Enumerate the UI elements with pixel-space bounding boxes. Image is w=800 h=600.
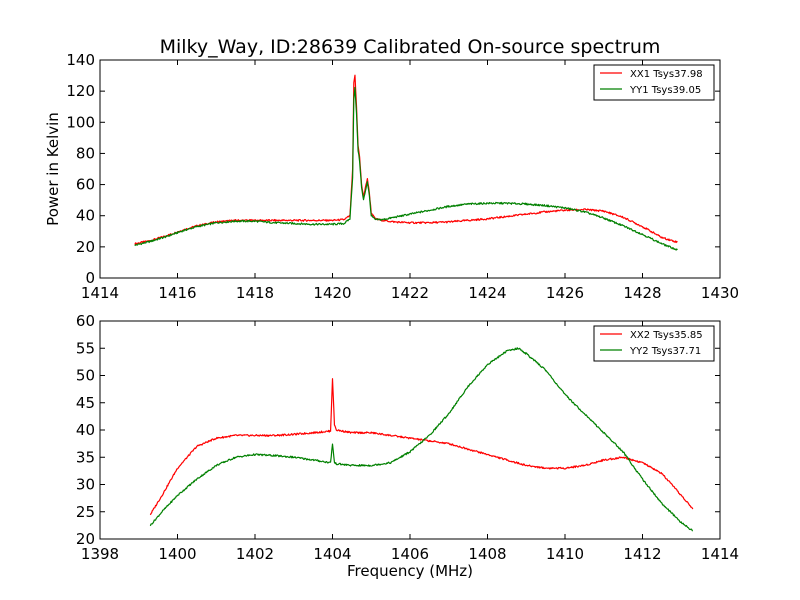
top-y-tick-label: 60 [76, 176, 95, 194]
top-y-axis-label: Power in Kelvin [44, 112, 62, 226]
top-axis-ticks: 1414 1416 1418 1420 1422 1424 1426 1428 1430 0 20 4… [66, 51, 739, 302]
bottom-y-tick-label: 50 [76, 367, 95, 385]
top-legend-label-xx1: XX1 Tsys37.98 [630, 69, 703, 80]
top-legend-box [593, 64, 715, 101]
top-y-tick-label: 140 [66, 51, 95, 69]
bottom-y-tick-label: 55 [76, 339, 95, 357]
top-x-tick-label: 1424 [468, 284, 506, 302]
bottom-series-line-1 [149, 378, 694, 516]
bottom-x-tick-label: 1412 [623, 545, 661, 563]
bottom-legend: XX2 Tsys35.85 YY2 Tsys37.71 [593, 325, 715, 362]
bottom-x-tick-label: 1408 [468, 545, 506, 563]
bottom-y-tick-label: 25 [76, 503, 95, 521]
top-y-tick-label: 120 [66, 82, 95, 100]
bottom-panel: 1398 1400 1402 1404 1406 1408 1410 1412 1414 20 25… [76, 312, 739, 580]
bottom-x-tick-label: 1402 [236, 545, 274, 563]
top-x-tick-label: 1422 [391, 284, 429, 302]
top-x-tick-label: 1416 [158, 284, 196, 302]
bottom-y-tick-label: 35 [76, 448, 95, 466]
bottom-y-tick-label: 40 [76, 421, 95, 439]
top-series-line-2 [134, 86, 678, 251]
top-y-tick-label: 80 [76, 144, 95, 162]
bottom-y-tick-label: 20 [76, 530, 95, 548]
top-y-tick-label: 40 [76, 207, 95, 225]
top-y-tick-label: 0 [85, 269, 95, 287]
top-x-tick-label: 1418 [236, 284, 274, 302]
bottom-axes-frame [99, 320, 721, 540]
top-x-tick-label: 1428 [623, 284, 661, 302]
top-series-line-1 [134, 74, 678, 245]
top-x-tick-label: 1426 [546, 284, 584, 302]
top-panel: 1414 1416 1418 1420 1422 1424 1426 1428 1430 0 20 4… [44, 51, 739, 302]
bottom-y-tick-label: 30 [76, 476, 95, 494]
bottom-x-tick-label: 1398 [81, 545, 119, 563]
top-legend-label-yy1: YY1 Tsys39.05 [629, 85, 701, 96]
top-y-tick-label: 100 [66, 113, 95, 131]
top-series-lines [134, 74, 678, 251]
bottom-x-tick-label: 1404 [313, 545, 351, 563]
chart-title: Milky_Way, ID:28639 Calibrated On-source… [160, 36, 661, 58]
top-legend: XX1 Tsys37.98 YY1 Tsys39.05 [593, 64, 715, 101]
bottom-legend-label-yy2: YY2 Tsys37.71 [629, 346, 701, 357]
bottom-y-tick-label: 60 [76, 312, 95, 330]
bottom-x-axis-label: Frequency (MHz) [347, 562, 473, 580]
bottom-series-lines [149, 347, 694, 532]
bottom-x-tick-label: 1414 [701, 545, 739, 563]
bottom-x-tick-label: 1410 [546, 545, 584, 563]
bottom-legend-box [593, 325, 715, 362]
bottom-x-tick-label: 1400 [158, 545, 196, 563]
top-y-tick-label: 20 [76, 238, 95, 256]
bottom-y-tick-label: 45 [76, 394, 95, 412]
top-axes-frame [99, 59, 721, 279]
bottom-series-line-2 [149, 347, 694, 532]
top-x-tick-label: 1430 [701, 284, 739, 302]
top-x-tick-label: 1414 [81, 284, 119, 302]
bottom-legend-label-xx2: XX2 Tsys35.85 [630, 330, 703, 341]
bottom-axis-ticks: 1398 1400 1402 1404 1406 1408 1410 1412 1414 20 25… [76, 312, 739, 563]
bottom-x-tick-label: 1406 [391, 545, 429, 563]
top-x-tick-label: 1420 [313, 284, 351, 302]
